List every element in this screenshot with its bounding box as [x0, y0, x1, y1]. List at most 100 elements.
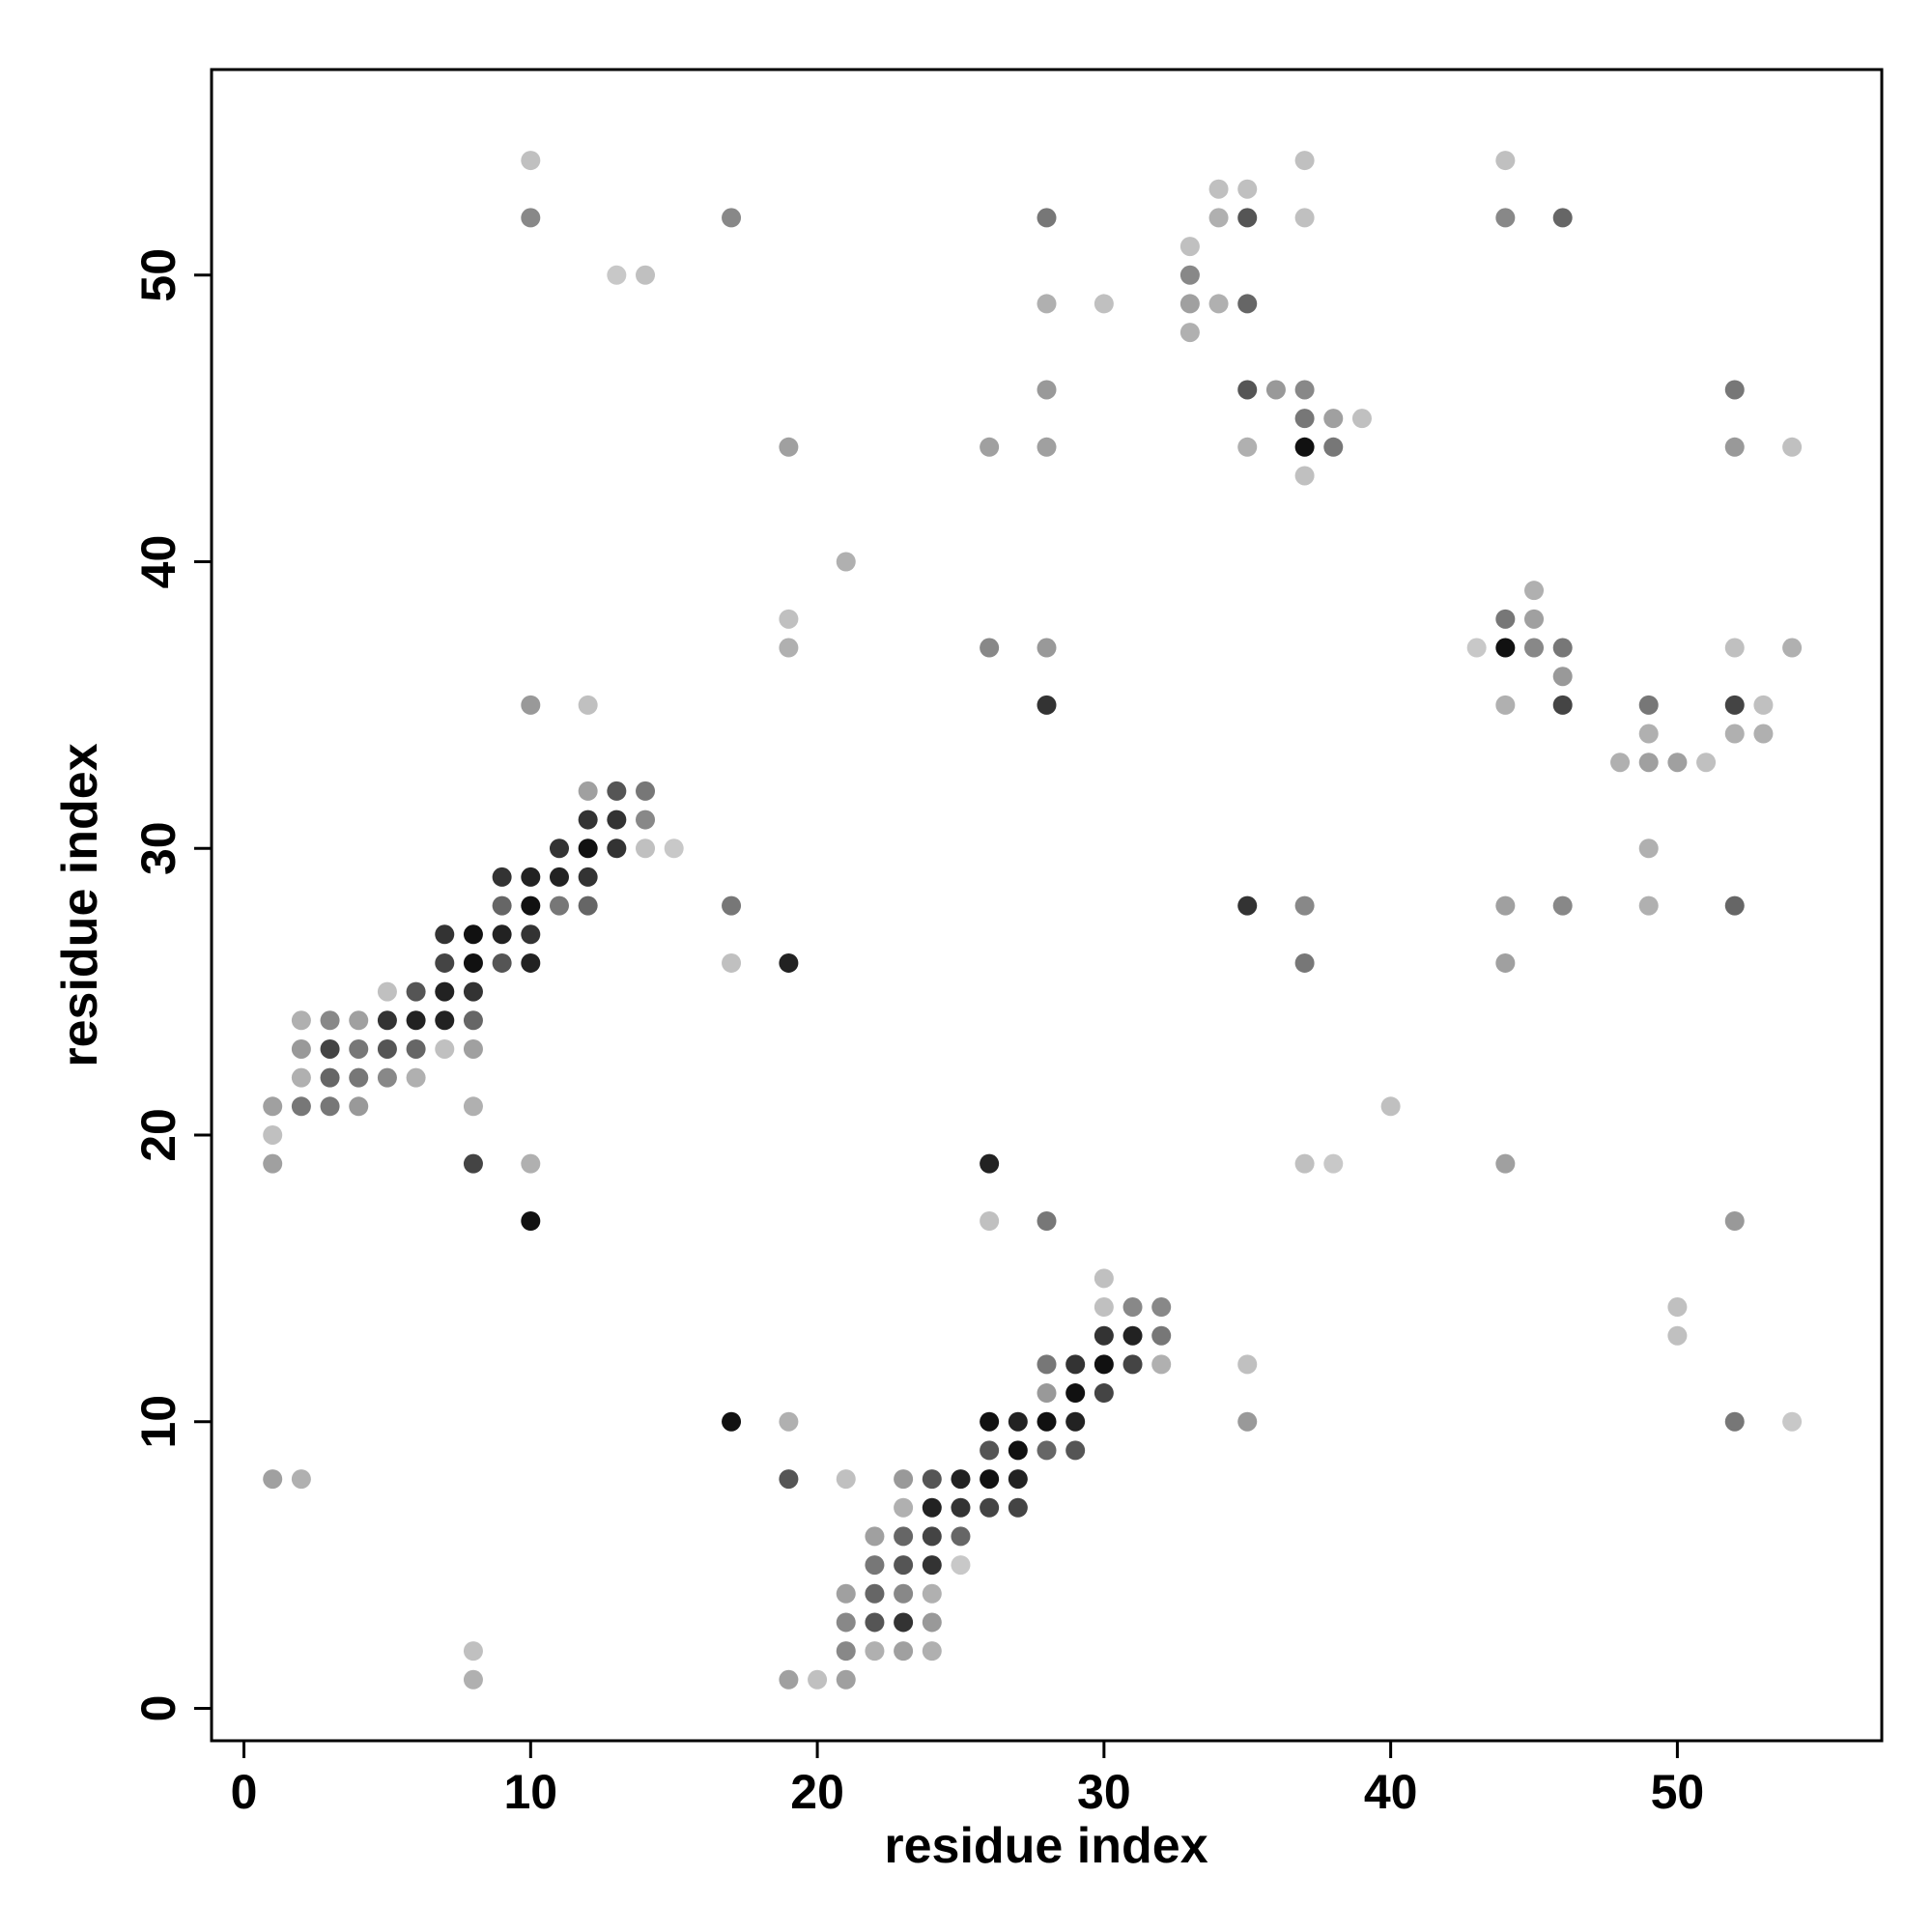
point [463, 1669, 483, 1690]
point [951, 1526, 971, 1547]
point [463, 1153, 483, 1174]
point [1237, 179, 1258, 199]
point [1179, 265, 1200, 285]
point [463, 1038, 483, 1059]
point [607, 781, 627, 801]
point [521, 952, 541, 973]
point [980, 1469, 1000, 1490]
point [1724, 380, 1745, 400]
point [836, 1641, 856, 1662]
point [1782, 1411, 1803, 1432]
point [1179, 237, 1200, 257]
point [521, 895, 541, 916]
point [1667, 753, 1688, 773]
point [636, 810, 656, 830]
point [1294, 208, 1315, 228]
point [1065, 1354, 1086, 1375]
point [521, 151, 541, 171]
x-axis-label: residue index [884, 1818, 1208, 1874]
point [922, 1555, 942, 1576]
point [836, 552, 856, 572]
point [1724, 895, 1745, 916]
point [894, 1555, 914, 1576]
point [377, 1038, 397, 1059]
point [320, 1067, 340, 1088]
point [1380, 1096, 1401, 1117]
point [263, 1153, 283, 1174]
point [836, 1469, 856, 1490]
point [1008, 1411, 1028, 1432]
point [980, 437, 1000, 457]
point [1724, 724, 1745, 744]
point [1208, 208, 1229, 228]
y-axis-label: residue index [52, 743, 108, 1066]
point [1065, 1411, 1086, 1432]
point [1552, 208, 1573, 228]
point [578, 838, 598, 859]
point [377, 1067, 397, 1088]
point [1753, 724, 1774, 744]
point [263, 1096, 283, 1117]
point [463, 924, 483, 945]
point [549, 838, 569, 859]
point [578, 895, 598, 916]
point [1237, 1411, 1258, 1432]
point [320, 1010, 340, 1031]
point [1151, 1354, 1172, 1375]
point [779, 638, 799, 658]
point [291, 1067, 311, 1088]
point [549, 867, 569, 887]
point [894, 1612, 914, 1633]
point [951, 1497, 971, 1518]
point [1552, 667, 1573, 687]
point [1237, 380, 1258, 400]
point [664, 838, 684, 859]
point [1008, 1497, 1028, 1518]
point [578, 810, 598, 830]
point [1323, 1153, 1344, 1174]
point [865, 1612, 885, 1633]
point [1638, 838, 1659, 859]
point [1037, 1383, 1057, 1404]
point [836, 1669, 856, 1690]
point [1008, 1469, 1028, 1490]
point [320, 1038, 340, 1059]
point [1552, 895, 1573, 916]
point [291, 1469, 311, 1490]
point [263, 1124, 283, 1145]
point [1524, 638, 1545, 658]
point [1094, 1325, 1114, 1346]
point [1638, 753, 1659, 773]
point [549, 895, 569, 916]
point [349, 1010, 369, 1031]
point [349, 1067, 369, 1088]
point [779, 609, 799, 629]
point [1037, 208, 1057, 228]
point [463, 981, 483, 1002]
point [349, 1038, 369, 1059]
point [1524, 581, 1545, 601]
point [1294, 380, 1315, 400]
point [406, 1038, 426, 1059]
y-tick-label: 30 [131, 821, 185, 875]
point [980, 1440, 1000, 1461]
point [1094, 1383, 1114, 1404]
point [607, 810, 627, 830]
point [1724, 695, 1745, 715]
point [1495, 638, 1516, 658]
point [779, 952, 799, 973]
point [1495, 609, 1516, 629]
point [492, 867, 512, 887]
point [1151, 1297, 1172, 1318]
point [463, 1641, 483, 1662]
point [406, 981, 426, 1002]
point [492, 924, 512, 945]
point [980, 638, 1000, 658]
point [980, 1153, 1000, 1174]
point [894, 1583, 914, 1604]
point [1294, 151, 1315, 171]
point [1037, 1440, 1057, 1461]
point [607, 265, 627, 285]
point [1524, 609, 1545, 629]
